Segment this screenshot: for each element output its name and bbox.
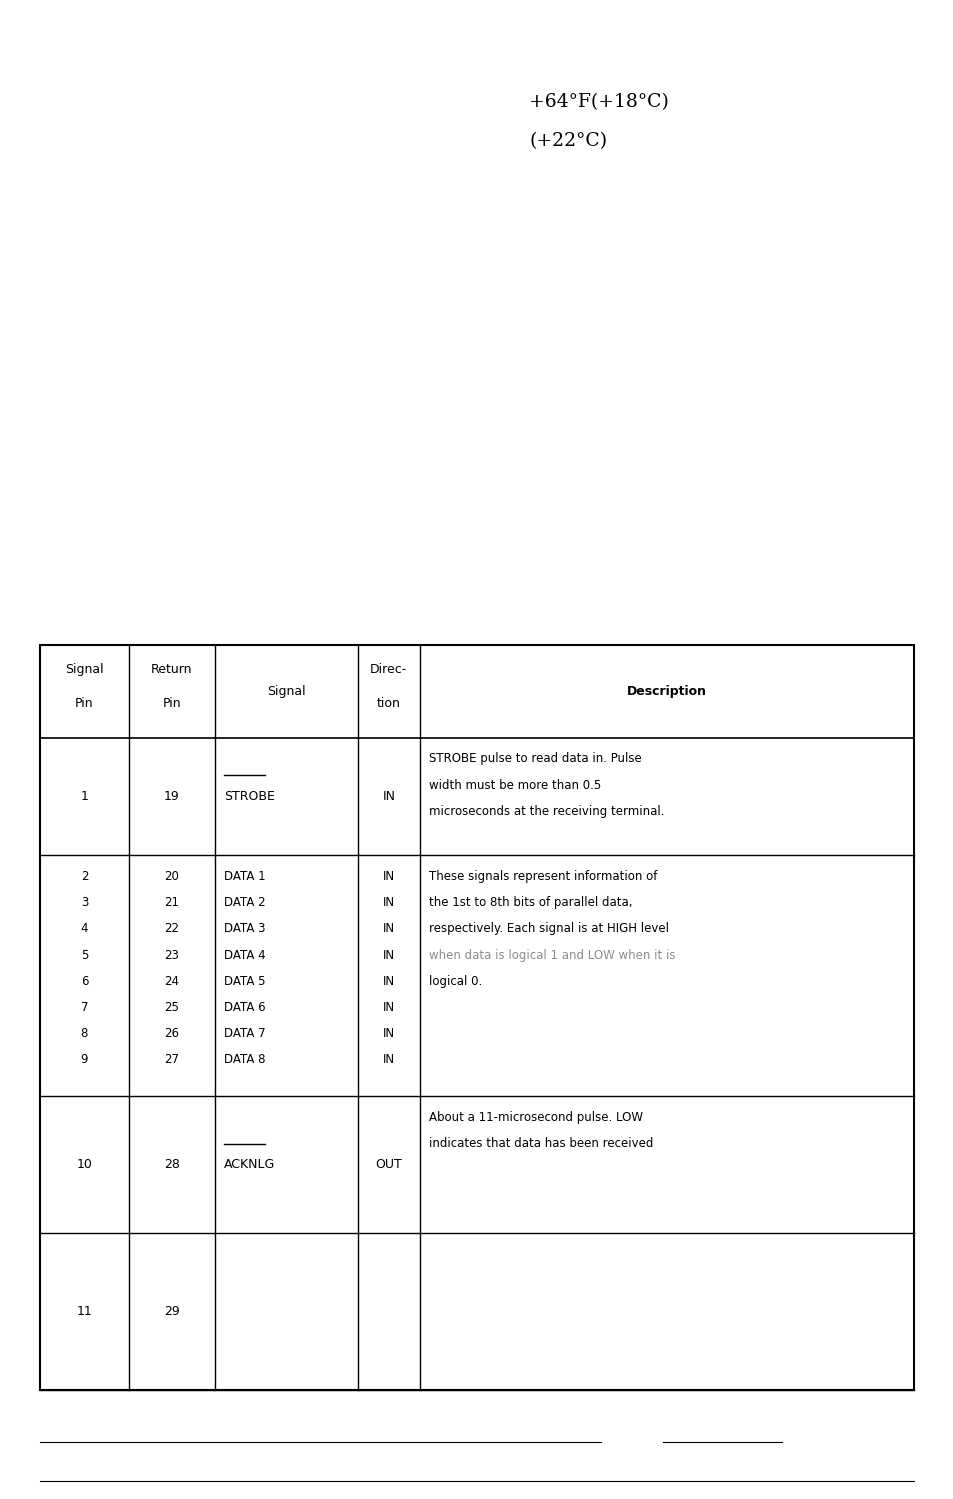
Text: Description: Description (626, 685, 706, 697)
Text: (+22°C): (+22°C) (529, 132, 607, 150)
Text: tion: tion (376, 697, 400, 711)
Text: 29: 29 (164, 1304, 179, 1318)
Text: 3: 3 (81, 896, 88, 908)
Text: ACKNLG: ACKNLG (224, 1159, 275, 1171)
Text: DATA 8: DATA 8 (224, 1054, 266, 1066)
Text: About a 11-microsecond pulse. LOW: About a 11-microsecond pulse. LOW (429, 1111, 642, 1124)
Text: 26: 26 (164, 1027, 179, 1040)
Text: IN: IN (382, 1027, 395, 1040)
Text: DATA 4: DATA 4 (224, 949, 266, 961)
Text: 2: 2 (81, 869, 88, 883)
Text: 10: 10 (76, 1159, 92, 1171)
Text: IN: IN (382, 974, 395, 988)
Text: IN: IN (382, 790, 395, 802)
Text: Return: Return (151, 663, 193, 676)
Text: 22: 22 (164, 922, 179, 935)
Text: IN: IN (382, 949, 395, 961)
Text: 21: 21 (164, 896, 179, 908)
Text: 9: 9 (81, 1054, 88, 1066)
Text: STROBE pulse to read data in. Pulse: STROBE pulse to read data in. Pulse (429, 752, 641, 766)
Text: Signal: Signal (65, 663, 104, 676)
Text: when data is logical 1 and LOW when it is: when data is logical 1 and LOW when it i… (429, 949, 675, 961)
Text: 20: 20 (164, 869, 179, 883)
Text: DATA 3: DATA 3 (224, 922, 266, 935)
Text: STROBE: STROBE (224, 790, 274, 802)
Text: Signal: Signal (267, 685, 305, 697)
Text: 5: 5 (81, 949, 88, 961)
Text: 19: 19 (164, 790, 179, 802)
Text: DATA 1: DATA 1 (224, 869, 266, 883)
Text: 8: 8 (81, 1027, 88, 1040)
Text: respectively. Each signal is at HIGH level: respectively. Each signal is at HIGH lev… (429, 922, 669, 935)
Text: DATA 2: DATA 2 (224, 896, 266, 908)
Text: 23: 23 (164, 949, 179, 961)
Text: IN: IN (382, 896, 395, 908)
Text: These signals represent information of: These signals represent information of (429, 869, 657, 883)
Text: DATA 5: DATA 5 (224, 974, 266, 988)
Text: +64°F(+18°C): +64°F(+18°C) (529, 93, 669, 111)
Text: 25: 25 (164, 1001, 179, 1013)
Text: the 1st to 8th bits of parallel data,: the 1st to 8th bits of parallel data, (429, 896, 632, 908)
Text: logical 0.: logical 0. (429, 974, 482, 988)
Text: 28: 28 (164, 1159, 179, 1171)
Text: Pin: Pin (162, 697, 181, 711)
Text: Direc-: Direc- (370, 663, 407, 676)
Text: microseconds at the receiving terminal.: microseconds at the receiving terminal. (429, 805, 664, 818)
Text: IN: IN (382, 869, 395, 883)
Text: 24: 24 (164, 974, 179, 988)
Text: Pin: Pin (75, 697, 93, 711)
Text: width must be more than 0.5: width must be more than 0.5 (429, 779, 601, 791)
Text: DATA 6: DATA 6 (224, 1001, 266, 1013)
Text: IN: IN (382, 1001, 395, 1013)
Text: 6: 6 (81, 974, 88, 988)
Text: DATA 7: DATA 7 (224, 1027, 266, 1040)
Text: 11: 11 (76, 1304, 92, 1318)
Text: 7: 7 (81, 1001, 88, 1013)
Bar (40, 645, 913, 1390)
Text: 27: 27 (164, 1054, 179, 1066)
Text: OUT: OUT (375, 1159, 402, 1171)
Text: IN: IN (382, 922, 395, 935)
Text: 1: 1 (80, 790, 89, 802)
Text: 4: 4 (81, 922, 88, 935)
Text: IN: IN (382, 1054, 395, 1066)
Text: indicates that data has been received: indicates that data has been received (429, 1138, 653, 1150)
